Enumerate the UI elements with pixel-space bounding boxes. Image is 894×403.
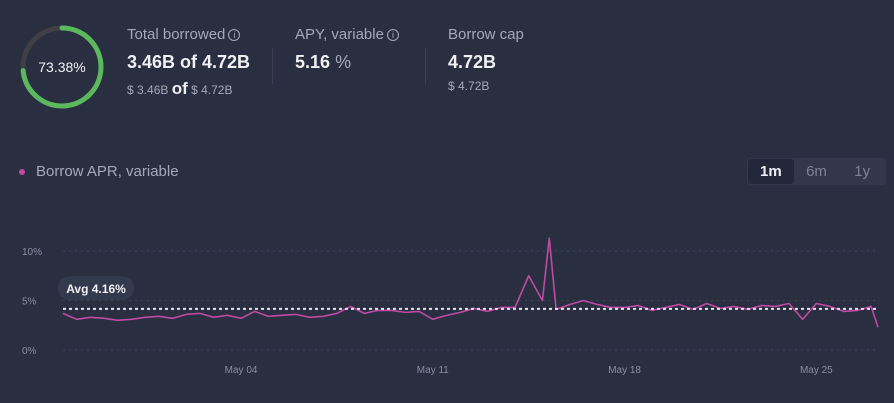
y-tick-label: 5% (22, 297, 37, 308)
stat-label: APY, variable (295, 26, 384, 43)
stat-value: 4.72B (448, 52, 497, 72)
stat-sub-a: $ 3.46B (127, 83, 169, 97)
apr-chart: 0% 5% 10% May 04 May 11 May 18 May 25 Avg 4.16% (22, 237, 879, 376)
x-tick-label: May 18 (608, 365, 641, 376)
x-tick-label: May 11 (417, 365, 449, 376)
series-line (62, 237, 879, 328)
range-6m-button[interactable]: 6m (806, 163, 827, 180)
stat-unit: % (335, 52, 352, 72)
utilization-percent: 73.38% (38, 59, 86, 75)
average-badge (58, 276, 134, 300)
x-tick-label: May 04 (225, 365, 258, 376)
info-icon[interactable]: i (228, 28, 241, 41)
y-tick-label: 10% (22, 247, 42, 258)
utilization-gauge (20, 25, 104, 109)
stat-sub-b: $ 4.72B (191, 83, 233, 97)
stat-apy: APY, variable i 5.16 % (295, 26, 399, 73)
stat-label: Total borrowed (127, 26, 226, 43)
stat-sub-of: of (171, 79, 188, 98)
stat-sub: $ 4.72B (448, 79, 490, 93)
legend-label: Borrow APR, variable (36, 163, 179, 180)
stat-label: Borrow cap (448, 26, 524, 43)
average-label: Avg 4.16% (66, 282, 126, 296)
legend-dot-icon (19, 168, 25, 175)
stat-total-borrowed: Total borrowed i 3.46B of 4.72B $ 3.46B o… (127, 26, 250, 99)
divider (425, 48, 426, 84)
y-tick-label: 0% (22, 346, 37, 357)
x-tick-label: May 25 (800, 365, 833, 376)
stat-value: 5.16 (295, 52, 331, 72)
range-toggle: 1m 6m 1y (747, 158, 886, 185)
stat-value: 3.46B of 4.72B (127, 52, 251, 72)
range-1y-button[interactable]: 1y (854, 163, 871, 180)
chart-legend: Borrow APR, variable (19, 163, 179, 180)
info-icon[interactable]: i (386, 28, 399, 41)
range-1m-button[interactable]: 1m (748, 159, 794, 184)
stat-borrow-cap: Borrow cap 4.72B $ 4.72B (448, 26, 524, 93)
divider (272, 48, 273, 84)
